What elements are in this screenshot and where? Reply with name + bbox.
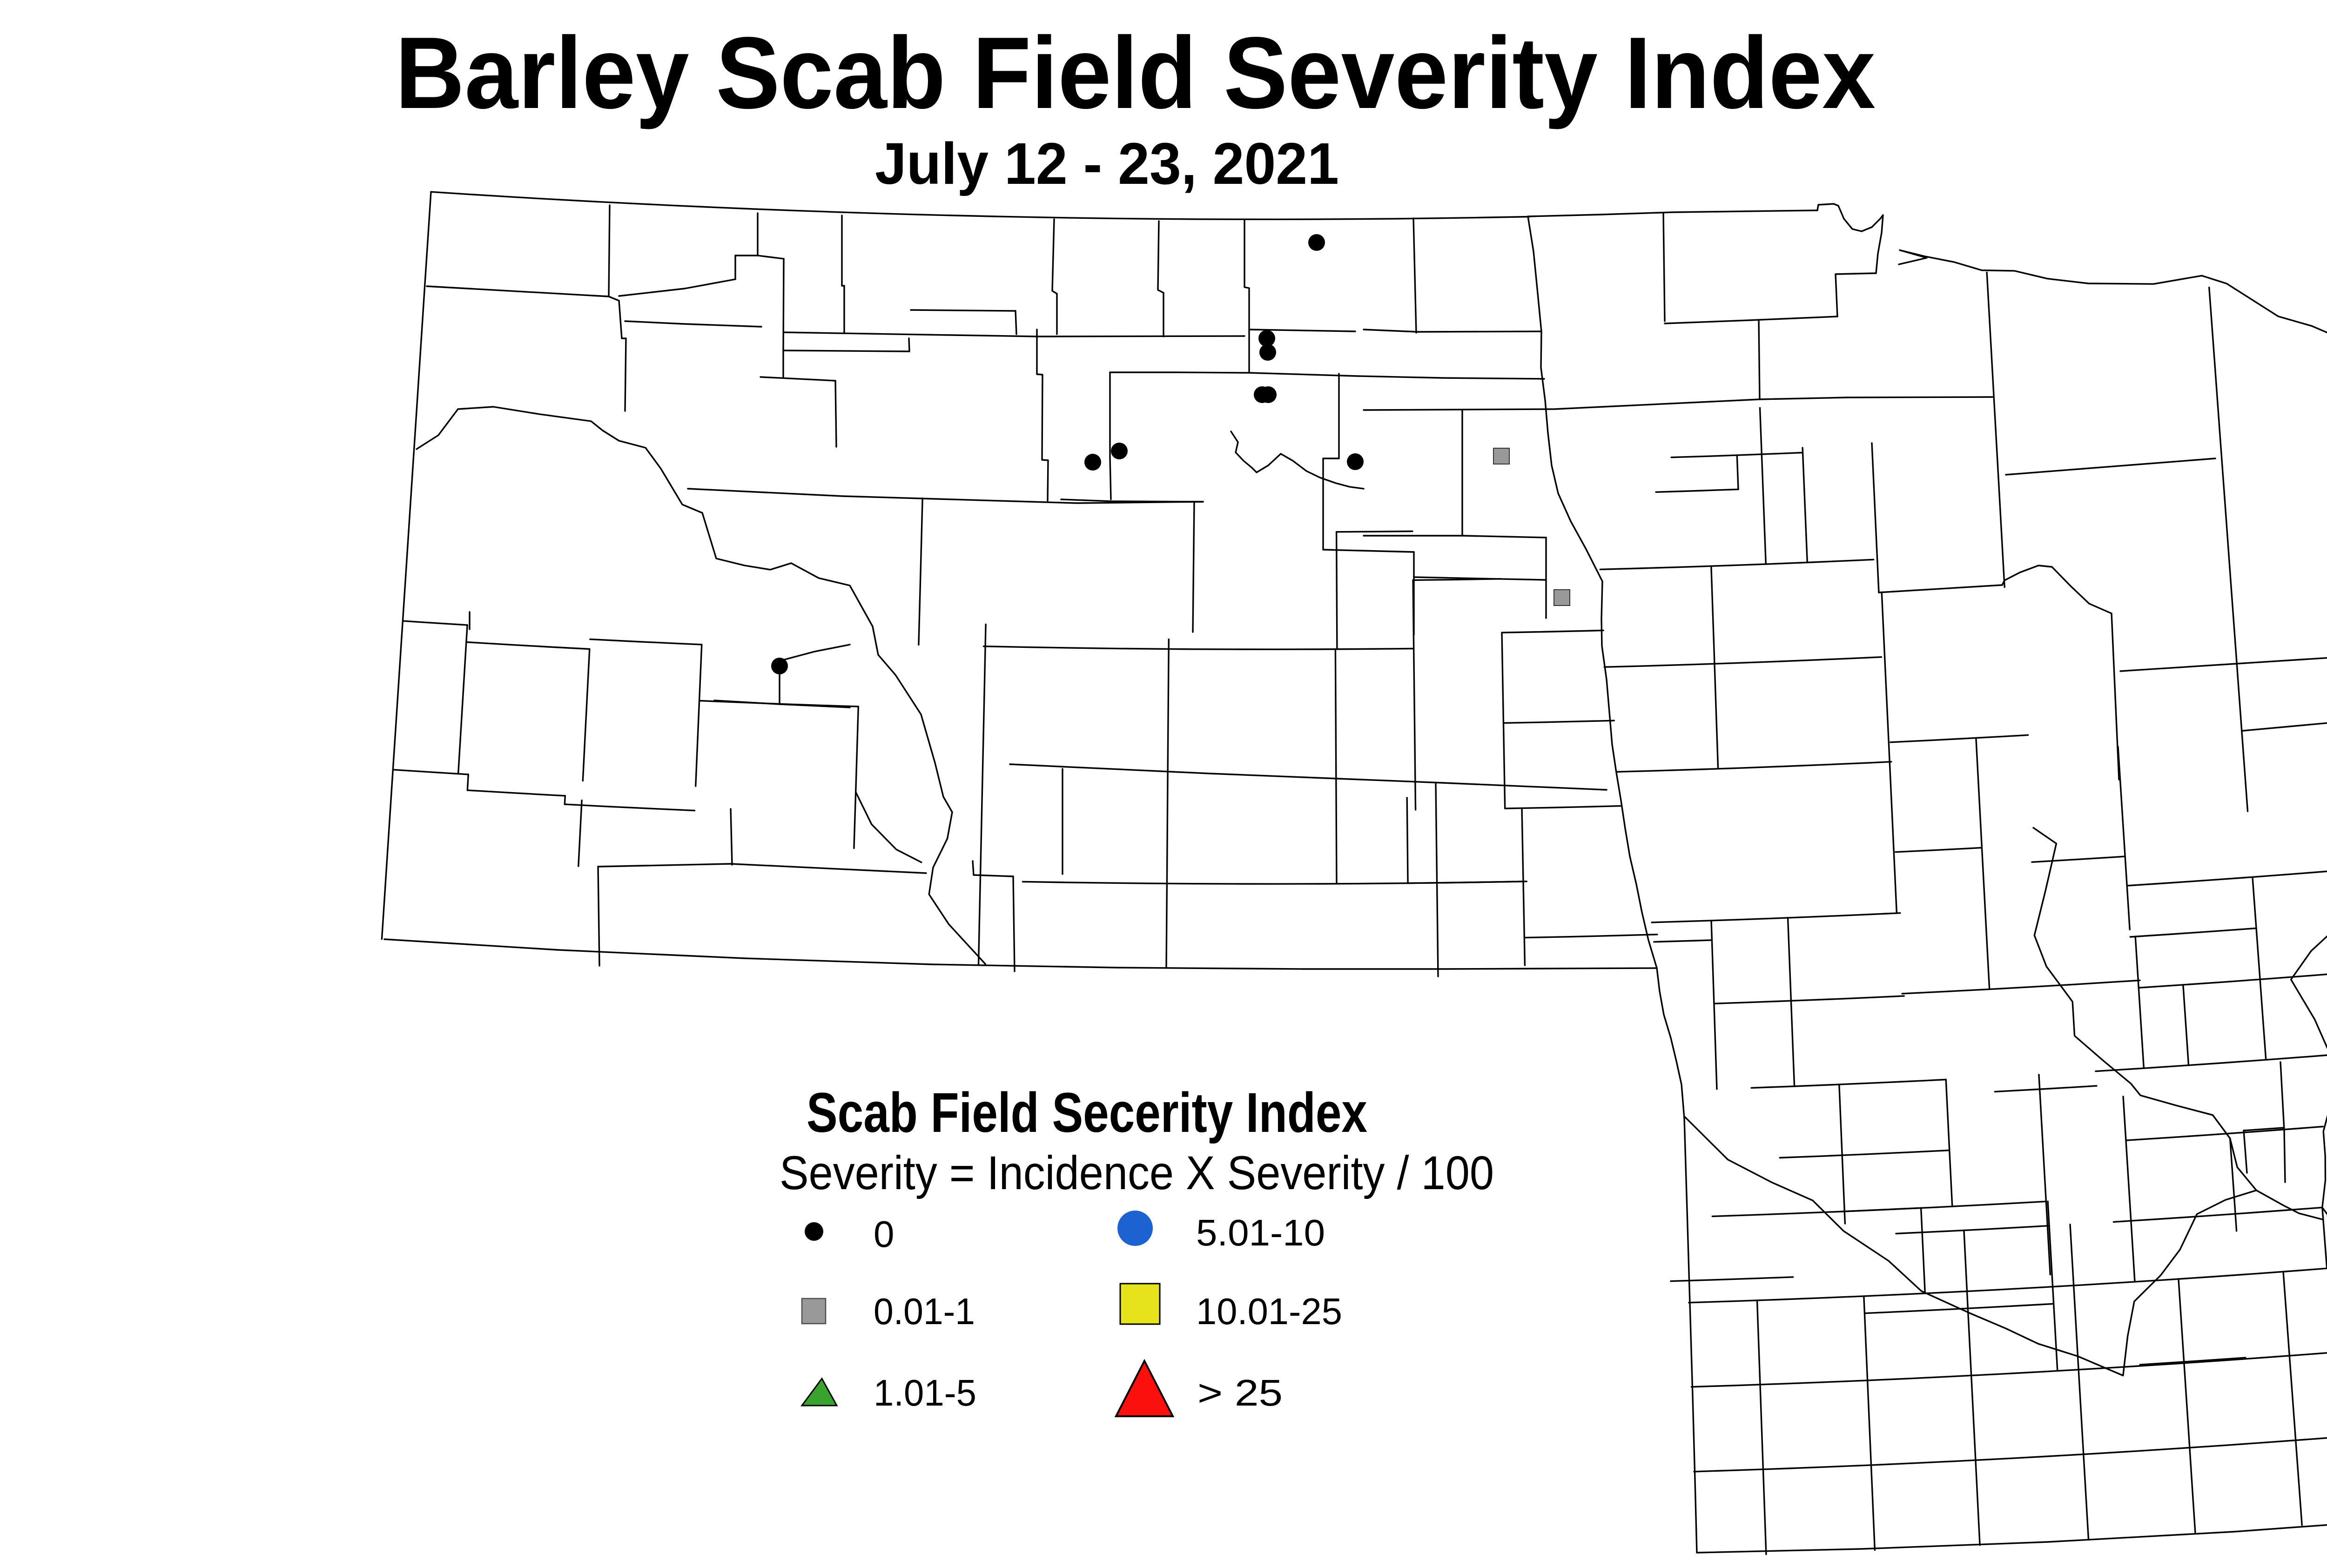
svg-text:Barley Scab Field Severity Ind: Barley Scab Field Severity Index [395,16,1876,130]
svg-text:Scab Field Secerity Index: Scab Field Secerity Index [807,1081,1367,1144]
svg-text:1.01-5: 1.01-5 [874,1372,976,1413]
svg-text:0.01-1: 0.01-1 [874,1291,975,1332]
svg-text:10.01-25: 10.01-25 [1196,1291,1342,1332]
svg-text:July 12 - 23, 2021: July 12 - 23, 2021 [875,131,1339,196]
svg-text:0: 0 [874,1213,894,1255]
svg-text:Severity = Incidence X Severit: Severity = Incidence X Severity / 100 [780,1146,1494,1199]
svg-text:5.01-10: 5.01-10 [1196,1212,1325,1253]
svg-text:> 25: > 25 [1197,1372,1283,1413]
